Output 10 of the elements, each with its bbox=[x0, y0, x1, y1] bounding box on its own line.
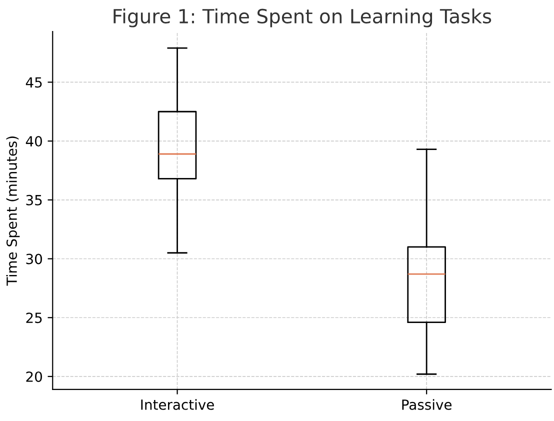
x-tick-label: Interactive bbox=[141, 399, 214, 410]
y-tick-label: 35 bbox=[26, 194, 42, 206]
y-axis-title: Time Spent (minutes) bbox=[6, 136, 20, 286]
y-tick-label: 25 bbox=[26, 312, 42, 324]
y-tick-label: 45 bbox=[26, 77, 42, 88]
y-tick-label: 20 bbox=[26, 371, 42, 382]
y-tick-label: 30 bbox=[26, 254, 42, 264]
x-tick-label: Passive bbox=[402, 399, 452, 410]
chart-title: Figure 1: Time Spent on Learning Tasks bbox=[114, 8, 492, 28]
y-tick-label: 40 bbox=[26, 136, 42, 147]
